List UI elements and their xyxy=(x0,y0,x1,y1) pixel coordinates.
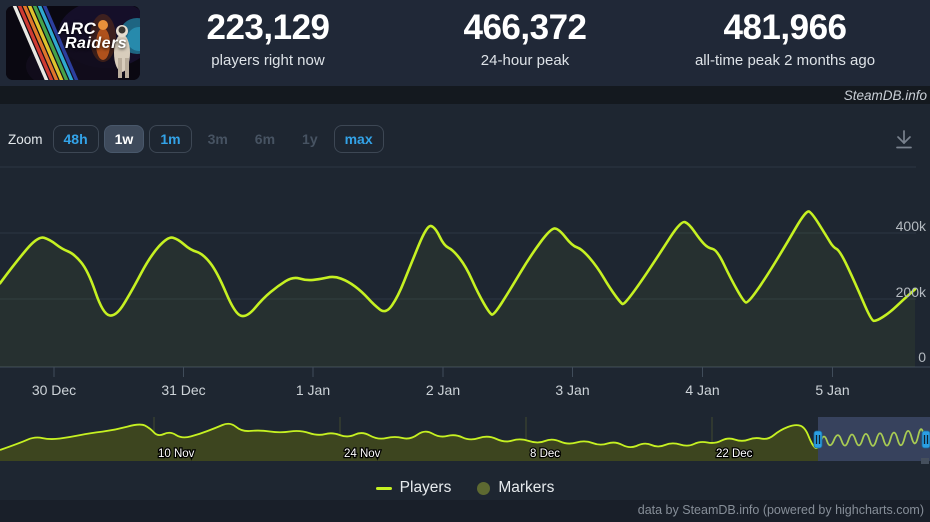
steamdb-watermark: SteamDB.info xyxy=(843,88,927,103)
stat-alltime-peak: 481,966 all-time peak 2 months ago xyxy=(640,8,930,69)
stat-24h-peak: 466,372 24-hour peak xyxy=(405,8,645,69)
stat-24h-peak-value: 466,372 xyxy=(463,8,587,47)
download-icon[interactable] xyxy=(890,126,918,154)
x-axis-label: 5 Jan xyxy=(815,382,849,398)
legend-item-markers[interactable]: Markers xyxy=(477,479,554,497)
characters-graphic xyxy=(90,14,140,78)
navigator-area-fill xyxy=(0,423,818,461)
legend-item-players[interactable]: Players xyxy=(375,479,452,497)
navigator-scrollbar-stub[interactable] xyxy=(921,458,929,464)
navigator-right-handle[interactable] xyxy=(921,430,930,449)
gridlines xyxy=(0,166,916,300)
chart-legend: Players Markers xyxy=(0,477,930,499)
capsule-art xyxy=(6,6,140,80)
x-axis-ticks xyxy=(53,367,833,377)
x-axis-label: 31 Dec xyxy=(161,382,205,398)
credits-link[interactable]: data by SteamDB.info (powered by highcha… xyxy=(637,503,924,517)
navigator-date-label: 24 Nov xyxy=(344,448,381,460)
x-axis-label: 3 Jan xyxy=(555,382,589,398)
y-axis-label: 400k xyxy=(896,218,927,234)
zoom-button-6m[interactable]: 6m xyxy=(244,125,286,153)
zoom-button-1y[interactable]: 1y xyxy=(291,125,329,153)
zoom-button-1w[interactable]: 1w xyxy=(103,125,145,153)
game-logo: ARC Raiders xyxy=(58,20,127,52)
players-series-line xyxy=(0,210,917,323)
game-logo-line1: ARC xyxy=(58,19,97,38)
rainbow-stripes-graphic xyxy=(12,6,79,80)
navigator-date-label: 8 Dec xyxy=(530,448,560,460)
legend-markers-label: Markers xyxy=(498,479,555,496)
y-axis-labels: 0 200k 400k xyxy=(896,218,927,365)
navigator-series-line xyxy=(0,422,927,451)
x-axis-labels: 30 Dec 31 Dec 1 Jan 2 Jan 3 Jan 4 Jan 5 Jan xyxy=(32,382,850,398)
x-axis-label: 30 Dec xyxy=(32,382,76,398)
stat-current-players: 223,129 players right now xyxy=(148,8,388,69)
navigator-left-handle[interactable] xyxy=(813,430,823,449)
zoom-toolbar: Zoom 48h 1w 1m 3m 6m 1y max xyxy=(8,123,389,155)
watermark-strip: SteamDB.info xyxy=(0,86,930,104)
legend-players-label: Players xyxy=(399,479,452,496)
game-capsule-image[interactable]: ARC Raiders xyxy=(6,6,140,80)
zoom-button-3m[interactable]: 3m xyxy=(197,125,239,153)
zoom-button-48h[interactable]: 48h xyxy=(52,125,99,153)
zoom-button-1m[interactable]: 1m xyxy=(149,125,192,153)
navigator-selected-window[interactable] xyxy=(818,417,930,461)
footer: data by SteamDB.info (powered by highcha… xyxy=(0,500,930,522)
navigator-date-labels: 10 Nov 24 Nov 8 Dec 22 Dec xyxy=(157,447,754,462)
markers-circle-swatch-icon xyxy=(477,481,491,495)
stat-24h-peak-label: 24-hour peak xyxy=(480,52,570,69)
main-chart-plot-area[interactable]: 30 Dec 31 Dec 1 Jan 2 Jan 3 Jan 4 Jan 5 Jan 0 2… xyxy=(0,160,930,405)
stat-alltime-peak-label: all-time peak 2 months ago xyxy=(694,52,876,69)
x-axis-label: 4 Jan xyxy=(685,382,719,398)
x-axis-label: 2 Jan xyxy=(426,382,460,398)
navigator[interactable]: 10 Nov 24 Nov 8 Dec 22 Dec xyxy=(0,415,930,465)
x-axis-label: 1 Jan xyxy=(296,382,330,398)
stat-current-players-label: players right now xyxy=(211,52,325,69)
game-logo-line2: Raiders xyxy=(65,35,128,52)
zoom-button-max[interactable]: max xyxy=(333,125,384,153)
y-axis-label: 0 xyxy=(918,349,926,365)
stat-current-players-value: 223,129 xyxy=(206,8,330,47)
players-area-fill xyxy=(0,211,915,367)
players-line-swatch-icon xyxy=(375,486,392,490)
stat-alltime-peak-value: 481,966 xyxy=(723,8,847,47)
zoom-label: Zoom xyxy=(8,131,43,147)
navigator-date-label: 22 Dec xyxy=(716,448,753,460)
navigator-date-label: 10 Nov xyxy=(158,448,195,460)
header: ARC Raiders 223,129 players right now 46… xyxy=(0,0,930,86)
y-axis-label: 200k xyxy=(896,284,927,300)
